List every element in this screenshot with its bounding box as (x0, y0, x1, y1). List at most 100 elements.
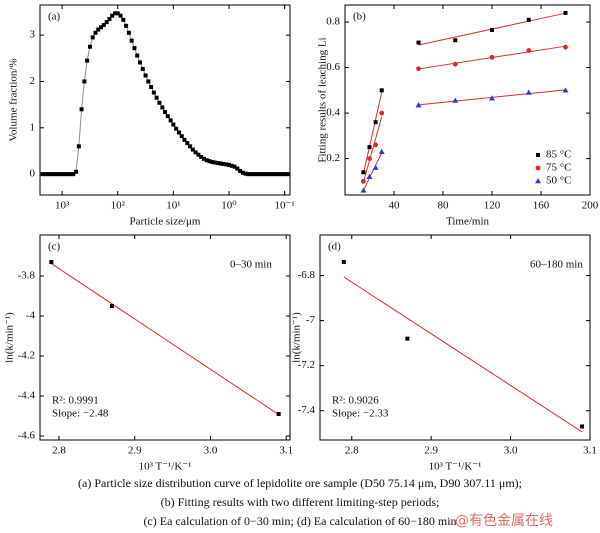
x-axis-label: Particle size/μm (130, 216, 201, 228)
data-point (113, 11, 118, 16)
panel-label: (d) (328, 241, 341, 253)
x-tick-label: 2.8 (345, 445, 359, 457)
data-point (135, 53, 140, 58)
x-tick-label: 3.0 (504, 445, 518, 457)
y-tick-label: 1 (30, 121, 36, 133)
data-point (115, 11, 120, 16)
data-point (210, 160, 215, 165)
y-tick-label: -3.8 (18, 270, 36, 282)
data-point (271, 172, 276, 177)
plot-frame (319, 234, 591, 441)
fit-line (362, 92, 383, 174)
data-point (109, 304, 114, 308)
data-point (185, 141, 190, 146)
panel-label: (a) (48, 11, 61, 23)
data-point (188, 144, 193, 149)
x-tick-label: 40 (389, 200, 401, 212)
data-point (57, 172, 62, 177)
y-tick-label: -4.2 (18, 350, 35, 362)
x-tick-label: 120 (484, 200, 501, 212)
data-point (226, 162, 231, 167)
y-tick-label: 2 (30, 75, 36, 87)
plot-frame (39, 4, 291, 196)
data-point (379, 110, 385, 116)
data-point (79, 107, 84, 112)
data-point (99, 25, 104, 30)
data-point (101, 22, 106, 27)
x-tick-label: 10⁰ (221, 200, 237, 212)
data-point (74, 169, 79, 174)
data-point (96, 27, 101, 32)
data-point (143, 73, 148, 78)
data-point (360, 187, 367, 193)
data-point (154, 95, 159, 100)
data-point (215, 161, 220, 166)
data-point (373, 120, 378, 125)
x-tick-label: 3.0 (204, 445, 218, 457)
data-point (138, 60, 143, 65)
data-point (60, 172, 65, 177)
fit-line (362, 152, 383, 191)
data-point (76, 144, 81, 149)
data-point (416, 66, 421, 72)
annotation: 0–30 min (230, 259, 272, 271)
data-point (82, 79, 87, 84)
data-point (171, 122, 176, 127)
annotation: Slope: −2.33 (332, 408, 389, 420)
fit-line (362, 116, 383, 183)
data-point (54, 172, 59, 177)
x-axis-label: 10³ T⁻¹/K⁻¹ (429, 461, 482, 473)
y-tick-label: -7.4 (298, 404, 316, 416)
annotation: R²: 0.9991 (52, 395, 99, 407)
data-point (415, 102, 422, 108)
data-point (104, 20, 109, 25)
data-point (257, 172, 262, 177)
y-tick-label: -7 (306, 314, 316, 326)
data-point (199, 155, 204, 159)
y-tick-label: 0.8 (326, 16, 340, 28)
legend-marker (535, 165, 541, 171)
data-point (366, 173, 373, 179)
data-point (235, 166, 240, 171)
x-tick-label: 80 (438, 200, 450, 212)
data-point (176, 130, 181, 135)
data-point (160, 105, 165, 110)
data-point (49, 260, 54, 264)
data-point (43, 172, 48, 177)
x-tick-label: 10² (111, 200, 126, 212)
x-tick-label: 10⁻¹ (275, 200, 295, 212)
data-point (213, 160, 218, 165)
x-tick-label: 2.9 (128, 445, 142, 457)
data-point (238, 168, 243, 173)
data-point (110, 13, 115, 18)
fit-line (343, 276, 583, 433)
data-point (149, 85, 154, 90)
data-point (190, 147, 195, 152)
plot-frame (39, 234, 291, 441)
x-axis-label: 10³ T⁻¹/K⁻¹ (139, 461, 192, 473)
data-point (182, 137, 187, 142)
data-point (373, 142, 379, 148)
data-point (90, 35, 95, 40)
data-point (240, 170, 245, 175)
y-axis-label: ln(k/min⁻¹) (4, 312, 16, 363)
data-point (165, 114, 170, 119)
x-axis-label: Time/min (446, 216, 489, 228)
x-tick-label: 3.1 (583, 445, 597, 457)
legend-label: 85 °C (546, 149, 572, 161)
y-tick-label: -6.8 (298, 269, 316, 281)
data-point (87, 44, 92, 49)
data-point (243, 171, 248, 176)
data-point (265, 172, 270, 177)
data-point (379, 88, 384, 93)
data-point (129, 38, 134, 43)
data-point (246, 172, 251, 177)
data-point (132, 46, 137, 51)
data-point (65, 172, 70, 177)
x-tick-label: 3.1 (279, 445, 293, 457)
data-point (263, 172, 268, 177)
x-tick-label: 2.8 (52, 445, 66, 457)
data-point (107, 16, 112, 21)
data-point (68, 172, 73, 177)
